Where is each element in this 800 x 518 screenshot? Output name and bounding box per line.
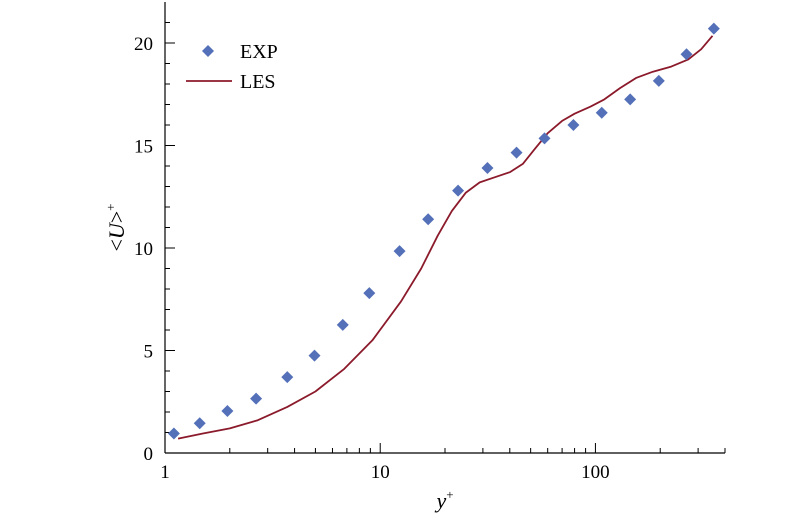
y-axis-label-close: > <box>104 211 129 223</box>
les-line <box>177 35 714 440</box>
y-tick-label: 10 <box>134 239 153 260</box>
exp-data-point <box>652 74 665 87</box>
exp-data-point <box>567 119 580 131</box>
y-tick-label: 0 <box>144 444 154 465</box>
exp-data-point <box>680 48 693 61</box>
ticks: 1 10 100 0 5 10 15 20 <box>134 22 726 483</box>
x-axis-label: y+ <box>434 487 453 513</box>
exp-data-point <box>393 245 406 258</box>
exp-data-point <box>452 184 465 197</box>
exp-data-point <box>707 22 720 35</box>
exp-data-point <box>250 392 263 405</box>
exp-data-point <box>624 93 637 106</box>
axes <box>164 2 725 454</box>
y-tick-label: 5 <box>144 342 154 363</box>
y-tick-label: 15 <box>134 137 153 158</box>
y-axis-label: <U>+ <box>103 203 129 251</box>
exp-data-point <box>221 404 234 417</box>
exp-data-point <box>422 213 435 226</box>
les-series <box>177 35 714 440</box>
exp-data-point <box>308 349 321 362</box>
x-axis-label-sup: + <box>446 487 453 502</box>
exp-data-point <box>363 287 376 300</box>
legend-exp-marker <box>202 45 214 57</box>
exp-data-point <box>538 132 551 145</box>
exp-data-point <box>281 371 294 384</box>
exp-data-point <box>193 417 206 430</box>
exp-series <box>167 22 720 440</box>
y-tick-label: 20 <box>134 34 153 55</box>
legend: EXP LES <box>186 41 278 93</box>
exp-data-point <box>167 427 180 440</box>
y-axis-label-var: U <box>104 221 129 239</box>
legend-exp-label: EXP <box>240 41 278 63</box>
exp-data-point <box>595 106 608 119</box>
y-axis-label-sup: + <box>103 203 118 210</box>
y-axis-label-open: < <box>104 239 129 251</box>
exp-data-point <box>481 162 494 175</box>
exp-data-point <box>510 146 523 159</box>
x-tick-label: 10 <box>371 462 390 483</box>
x-tick-label: 1 <box>160 462 170 483</box>
exp-data-point <box>336 318 349 331</box>
x-tick-label: 100 <box>581 462 610 483</box>
legend-les-label: LES <box>240 71 276 93</box>
